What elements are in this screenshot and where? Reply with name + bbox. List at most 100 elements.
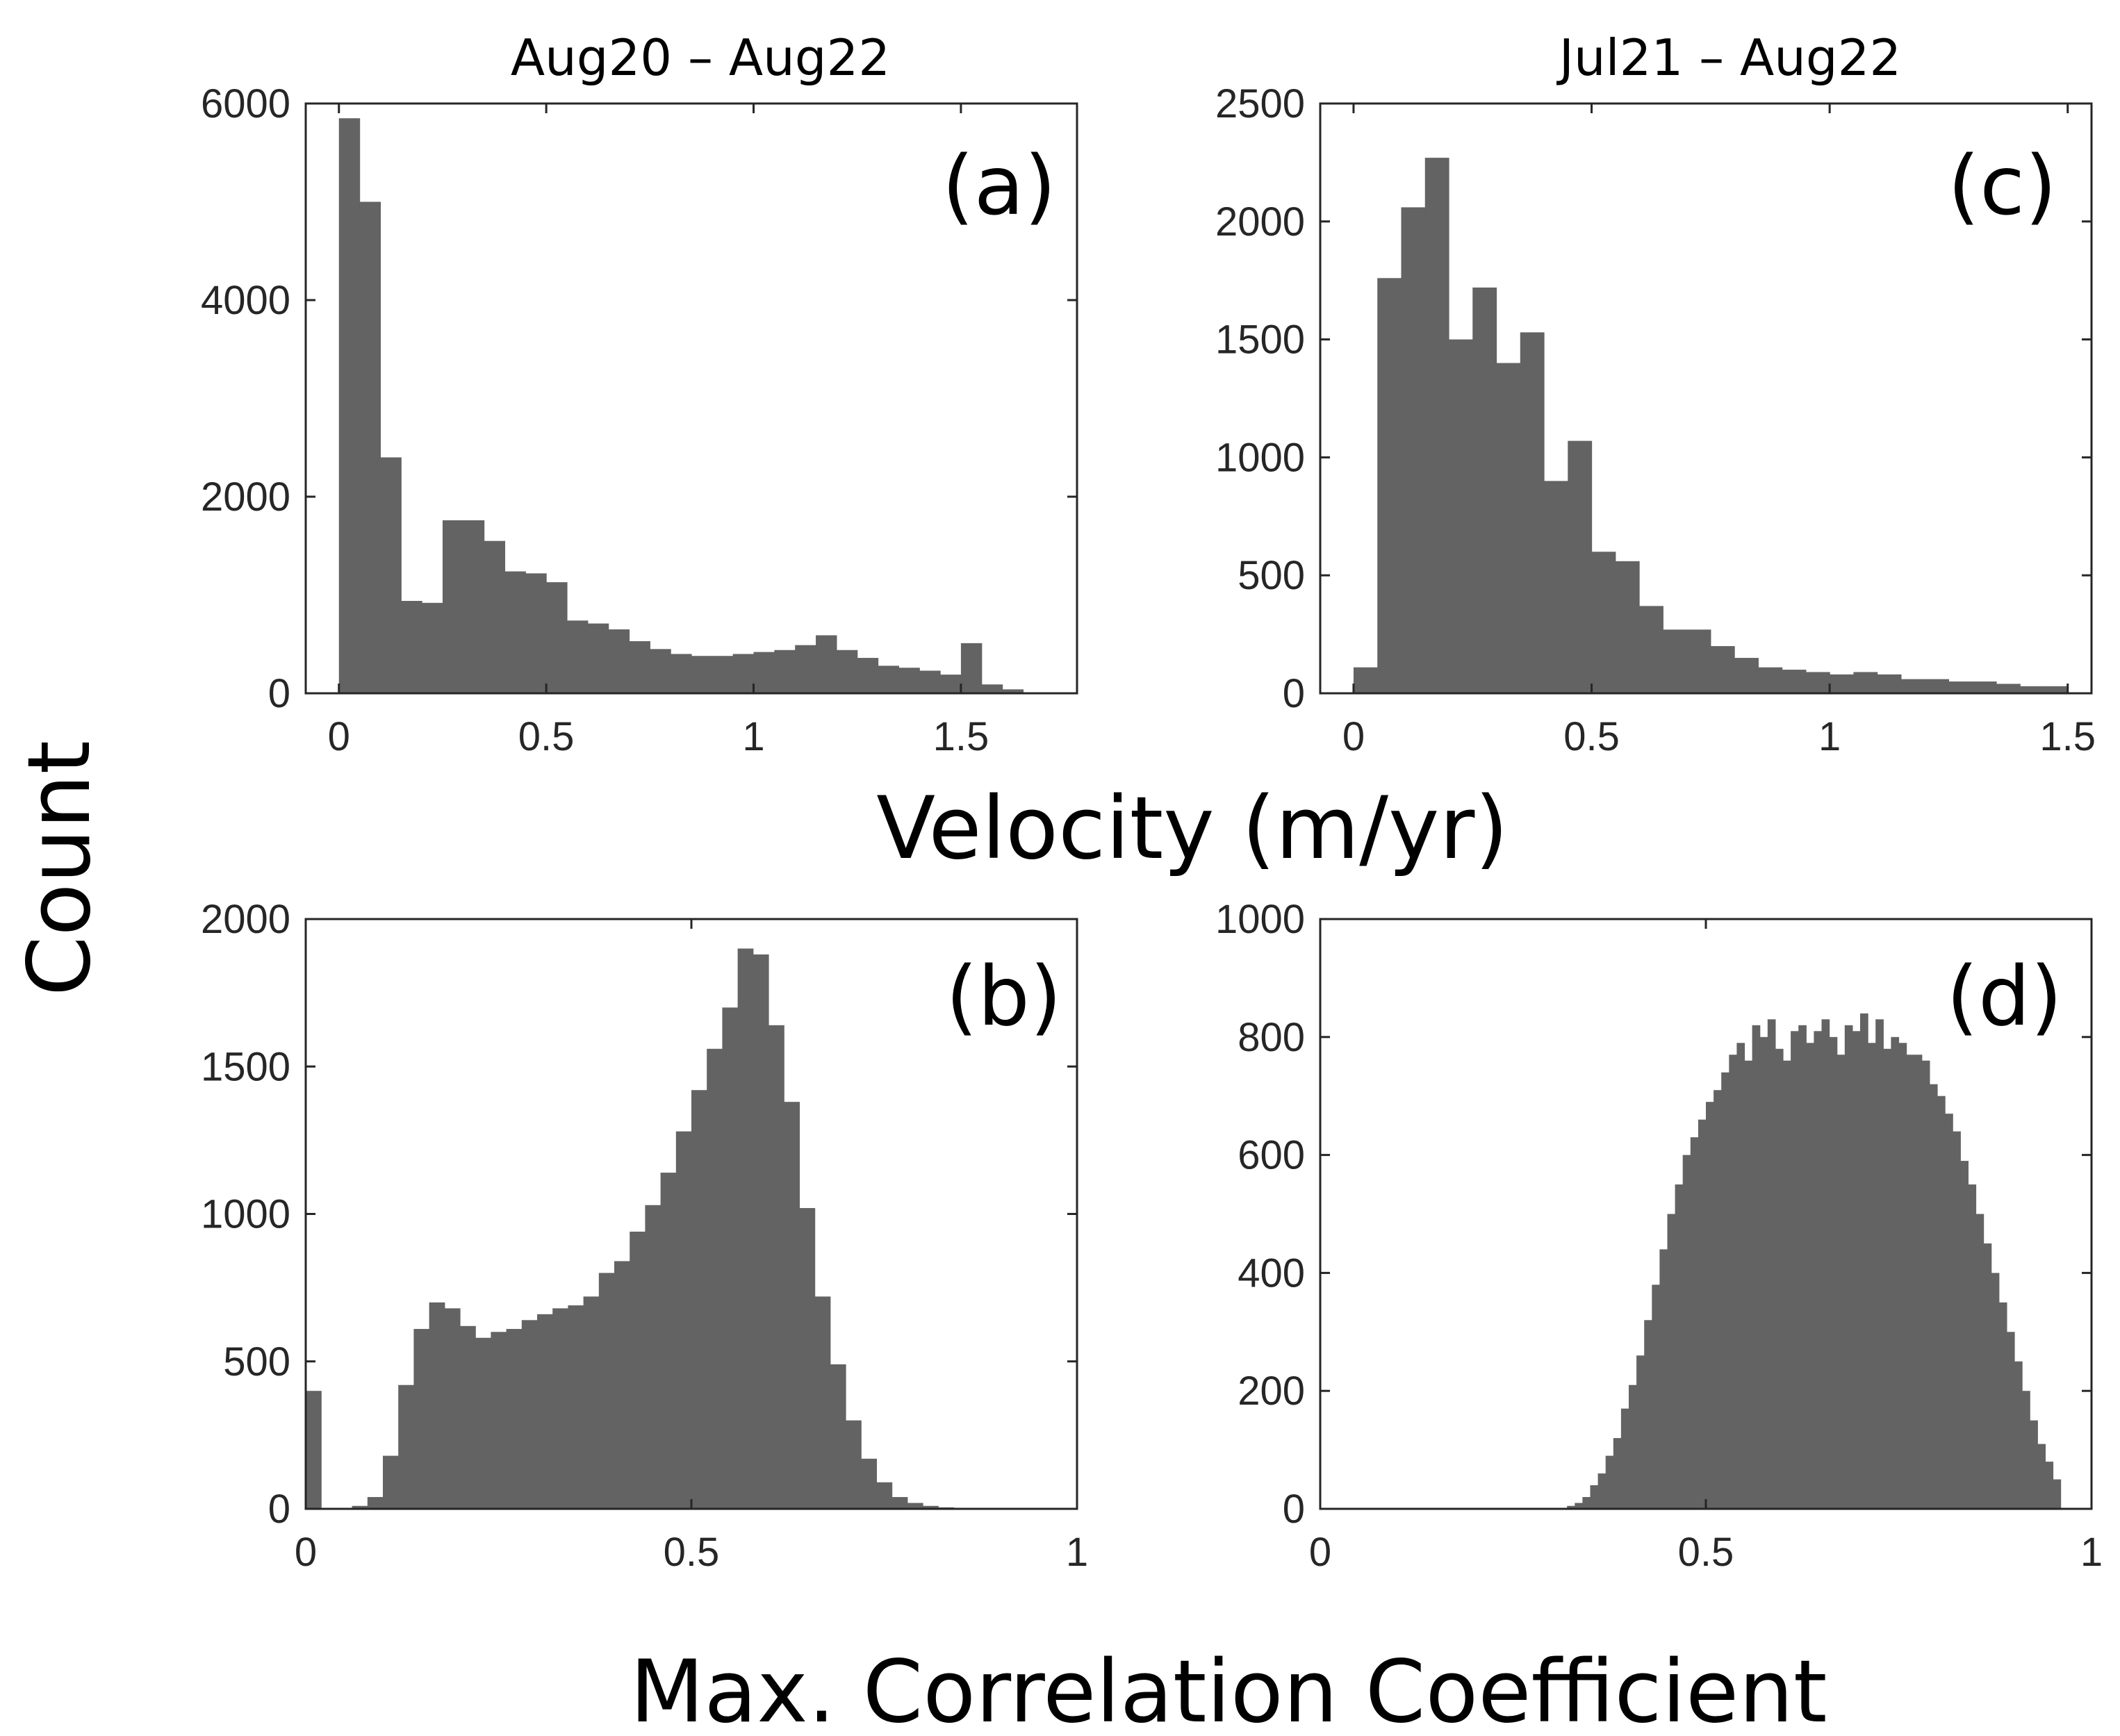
panel-a-bar [422,602,443,693]
panel-c-bar [1544,481,1568,693]
panel-b-bar [552,1308,568,1509]
panel-c-bar [2020,686,2045,693]
panel-b-ytick-label: 1000 [201,1192,290,1237]
top-x-axis-title: Velocity (m/yr) [876,779,1509,879]
panel-d-histogram: 0 0.5 1 0 200 400 600 800 1000 (d) [1215,897,2103,1575]
panel-d-bar [1844,1025,1853,1509]
panel-a-bar [878,666,899,693]
y-axis-title: Count [10,741,110,996]
panel-d-bar [1814,1031,1823,1509]
panel-b-xtick-label: 1 [1066,1530,1088,1575]
panel-a-bar [795,645,816,693]
panel-c-bar [1925,679,1950,693]
panel-a-bar [587,623,609,693]
panel-d-bar [1706,1102,1714,1509]
panel-b-bar [475,1337,491,1509]
panel-b-bar [521,1320,538,1509]
panel-a-title: Aug20 – Aug22 [511,28,890,87]
panel-d-bar [1659,1249,1668,1509]
panel-a-bar [816,635,837,693]
panel-d-bar [1729,1055,1737,1509]
panel-b-bar [861,1458,877,1509]
panel-a-letter: (a) [942,138,1056,233]
panel-a-xtick-label: 1.5 [933,714,989,759]
panel-c-bar [1353,667,1378,693]
panel-b-bar [429,1302,445,1509]
panel-d-bar [1968,1184,1977,1509]
panel-c-xtick-label: 1.5 [2039,714,2096,759]
panel-d-bar [2014,1361,2023,1509]
panel-b-bar [737,948,754,1509]
panel-d-bar [1767,1019,1776,1509]
panel-d-bar [1783,1060,1791,1509]
panel-c-bar [1686,629,1711,693]
panel-d-bar [1714,1090,1722,1509]
panel-a-ytick-label: 2000 [201,474,290,520]
panel-b-ytick-label: 1500 [201,1044,290,1089]
panel-d-bar [1575,1503,1583,1509]
panel-b-bar [891,1497,908,1509]
panel-b-bar [352,1505,368,1509]
panel-b-bar [876,1482,893,1509]
panel-d-bar [2006,1332,2015,1509]
panel-d-bar [1721,1072,1729,1509]
panel-d-ytick-label: 600 [1238,1133,1305,1178]
panel-d-bar [1891,1036,1900,1509]
panel-d-ytick-label: 800 [1238,1015,1305,1060]
panel-b-bar [707,1048,723,1509]
panel-d-bar [1613,1438,1622,1509]
panel-d-bar [1791,1031,1799,1509]
panel-a-axes-box [304,102,1078,695]
panel-d-bar [2053,1479,2062,1509]
panel-c-bar [1520,332,1545,693]
panel-c-xtick-label: 0 [1342,714,1365,759]
panel-c-ytick-label: 1500 [1215,317,1305,363]
panel-c-bar [1424,158,1449,693]
panel-b-bar [799,1208,816,1509]
panel-c-bar [1449,339,1473,693]
panel-c-title: Jul21 – Aug22 [1556,28,1901,87]
panel-a-bar [691,656,713,693]
panel-d-bar [2030,1420,2038,1509]
panel-d-ytick-label: 1000 [1215,897,1305,942]
panel-b-bar [907,1503,923,1509]
panel-c-ytick-label: 2500 [1215,81,1305,126]
panel-b-ytick-label: 2000 [201,897,290,942]
panel-c-bar [1805,672,1830,693]
panel-a-bar [981,684,1003,693]
panel-d-bar [1690,1137,1699,1509]
panel-d-bar [1775,1048,1784,1509]
panel-a-bars [338,118,1044,694]
panel-a-bar [712,656,734,693]
panel-d-ytick-label: 200 [1238,1369,1305,1414]
panel-a-bar [898,668,920,693]
panel-a-bar [401,600,422,693]
panel-d-bar [1921,1060,1930,1509]
panel-d-bar [1914,1055,1923,1509]
panel-d-bar [1953,1131,1961,1509]
panel-c-bar [1900,679,1925,693]
panel-d-bar [1744,1060,1753,1509]
panel-d-bar [1682,1155,1691,1509]
panel-d-bar [1998,1302,2007,1509]
panel-b-bar [506,1329,523,1509]
panel-d-bar [1636,1355,1645,1509]
panel-a-bar [442,520,464,693]
panel-c-bar [1568,440,1593,693]
panel-d-bar [1960,1161,1969,1509]
panel-b-ytick-label: 500 [223,1339,290,1384]
panel-d-bar [1945,1114,1953,1509]
bottom-x-axis-title: Max. Correlation Coefficient [630,1642,1827,1736]
panel-a-bar [566,620,589,693]
panel-d-letter: (d) [1946,948,2062,1044]
panel-c-letter: (c) [1948,138,2057,233]
panel-c-axes-box [1319,102,2093,695]
panel-d-bar [2022,1391,2030,1509]
panel-a-histogram: Aug20 – Aug22 0 0.5 1 1.5 0 2000 4000 6000 (a) [201,28,1078,759]
panel-d-bar [1829,1036,1838,1509]
panel-d-bar [1883,1048,1891,1509]
panel-a-bar [338,118,361,694]
panel-b-bar [598,1273,615,1509]
panel-b-bars [306,948,954,1509]
panel-b-xtick-label: 0 [295,1530,317,1575]
